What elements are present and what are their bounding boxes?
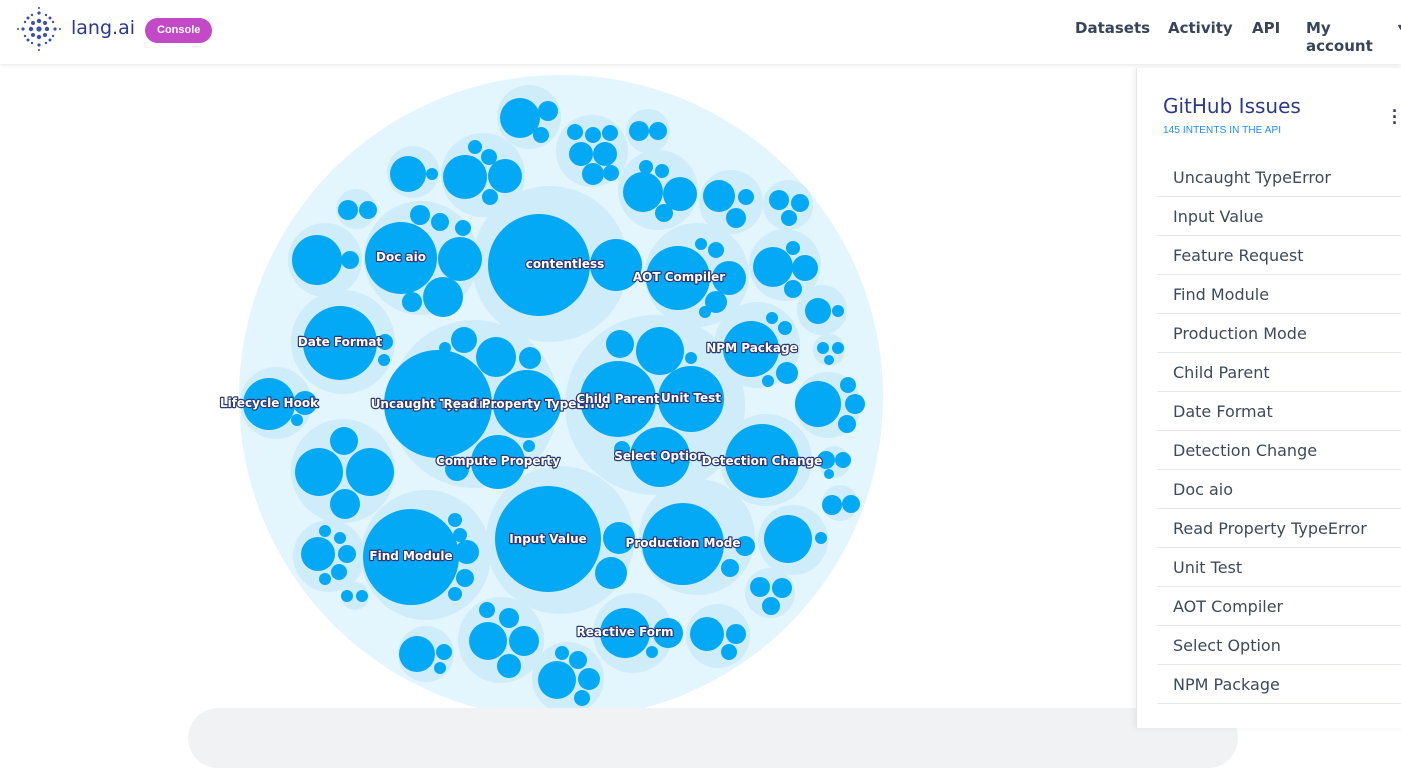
intents-side-panel: GitHub Issues 145 INTENTS IN THE API Unc… xyxy=(1136,68,1401,728)
label-doc-aio: Doc aio xyxy=(376,250,426,264)
intent-bubbles[interactable] xyxy=(243,98,865,706)
nav-datasets[interactable]: Datasets xyxy=(1075,19,1151,37)
label-lifecycle-hook: Lifecycle Hook xyxy=(220,396,319,410)
dataset-title: GitHub Issues xyxy=(1163,94,1301,118)
intent-item-npm-package[interactable]: NPM Package xyxy=(1157,665,1401,704)
intent-item-input-value[interactable]: Input Value xyxy=(1157,197,1401,236)
intent-item-child-parent[interactable]: Child Parent xyxy=(1157,353,1401,392)
intent-item-read-property-typeerror[interactable]: Read Property TypeError xyxy=(1157,509,1401,548)
label-date-format: Date Format xyxy=(298,335,383,349)
bubble-chart-svg: contentless Doc aio AOT Compiler Date Fo… xyxy=(219,75,883,719)
bottom-toolbar xyxy=(188,708,1238,768)
label-production-mode: Production Mode xyxy=(626,536,741,550)
label-compute-property: Compute Property xyxy=(436,454,560,468)
label-npm-package: NPM Package xyxy=(706,341,797,355)
label-unit-test: Unit Test xyxy=(661,391,721,405)
nav-api[interactable]: API xyxy=(1252,19,1281,37)
label-contentless: contentless xyxy=(526,257,605,271)
lang-ai-logo-icon[interactable] xyxy=(16,6,62,52)
intent-item-doc-aio[interactable]: Doc aio xyxy=(1157,470,1401,509)
label-detection-change: Detection Change xyxy=(702,454,823,468)
chevron-down-icon[interactable]: ▼ xyxy=(1396,22,1401,32)
intent-count: 145 INTENTS IN THE API xyxy=(1163,125,1282,136)
label-uncaught-typeerror: Uncaught TypeError xyxy=(371,397,506,411)
label-read-property-typeerror: Read Property TypeError xyxy=(443,397,610,411)
brand-name[interactable]: lang.ai xyxy=(71,17,135,39)
label-select-option: Select Option xyxy=(614,449,706,463)
label-aot-compiler: AOT Compiler xyxy=(633,270,725,284)
intent-item-production-mode[interactable]: Production Mode xyxy=(1157,314,1401,353)
intent-item-date-format[interactable]: Date Format xyxy=(1157,392,1401,431)
label-find-module: Find Module xyxy=(369,549,452,563)
kebab-menu-icon[interactable]: · · · xyxy=(1392,101,1398,133)
intent-item-select-option[interactable]: Select Option xyxy=(1157,626,1401,665)
console-badge: Console xyxy=(145,18,213,43)
intent-item-uncaught-typeerror[interactable]: Uncaught TypeError xyxy=(1157,158,1401,197)
intent-item-find-module[interactable]: Find Module xyxy=(1157,275,1401,314)
label-reactive-form: Reactive Form xyxy=(577,625,674,639)
intent-item-detection-change[interactable]: Detection Change xyxy=(1157,431,1401,470)
top-navigation-bar: lang.ai Console Datasets Activity API My… xyxy=(0,0,1401,64)
intent-list: Uncaught TypeError Input Value Feature R… xyxy=(1157,158,1401,704)
nav-my-account[interactable]: My account xyxy=(1306,19,1373,55)
intent-item-unit-test[interactable]: Unit Test xyxy=(1157,548,1401,587)
intent-item-aot-compiler[interactable]: AOT Compiler xyxy=(1157,587,1401,626)
intent-item-feature-request[interactable]: Feature Request xyxy=(1157,236,1401,275)
nav-activity[interactable]: Activity xyxy=(1168,19,1233,37)
label-child-parent: Child Parent xyxy=(576,392,660,406)
label-input-value: Input Value xyxy=(509,532,587,546)
intent-bubble-chart: contentless Doc aio AOT Compiler Date Fo… xyxy=(0,64,1130,724)
bubble-labels: contentless Doc aio AOT Compiler Date Fo… xyxy=(219,249,824,640)
